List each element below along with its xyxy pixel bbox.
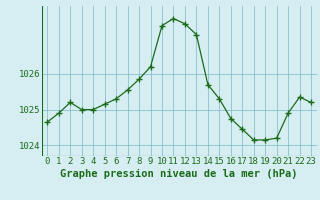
X-axis label: Graphe pression niveau de la mer (hPa): Graphe pression niveau de la mer (hPa) [60, 169, 298, 179]
